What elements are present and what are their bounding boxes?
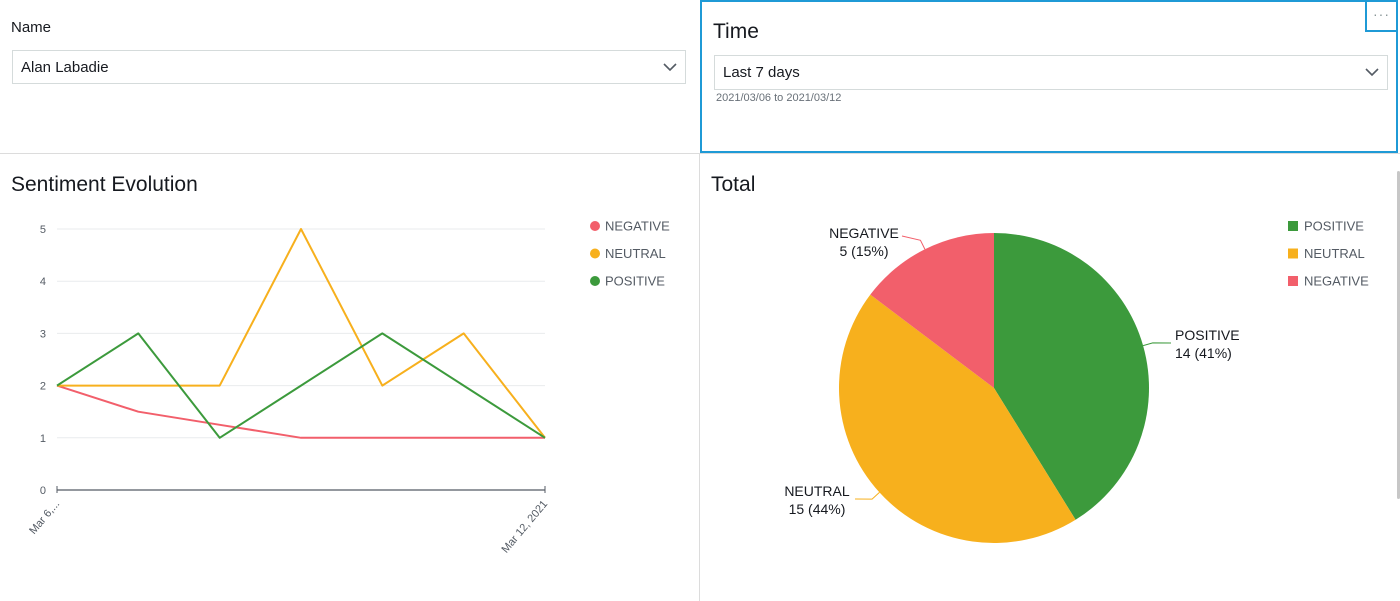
- leader-line-negative: [901, 235, 926, 250]
- y-tick-label: 2: [40, 381, 46, 393]
- legend-marker-neutral: [1288, 248, 1298, 259]
- total-panel: Total POSITIVE 14 (41%) NEUTRAL 15 (44%) NEG…: [700, 154, 1400, 601]
- time-filter-panel[interactable]: Time ··· Last 7 days 2021/03/06 to 2021/…: [700, 0, 1398, 153]
- y-tick-label: 3: [40, 328, 46, 340]
- slice-value-neutral: 15 (44%): [789, 501, 846, 517]
- leader-line-neutral: [854, 492, 880, 500]
- legend-marker-neutral: [590, 248, 600, 259]
- legend-marker-positive: [590, 276, 600, 286]
- time-title: Time: [713, 20, 759, 43]
- divider: [0, 153, 1400, 154]
- name-select[interactable]: Alan Labadie: [12, 50, 686, 84]
- legend-label-neutral: NEUTRAL: [1304, 246, 1365, 261]
- name-label: Name: [11, 19, 52, 36]
- y-tick-label: 4: [40, 276, 46, 288]
- slice-value-negative: 5 (15%): [839, 243, 888, 259]
- x-tick-label: Mar 12, 2021: [499, 498, 550, 555]
- series-line-negative: [56, 384, 545, 439]
- x-tick-label: Mar 6,...: [27, 498, 62, 537]
- leader-line-positive: [1142, 342, 1172, 347]
- legend-marker-negative: [1288, 276, 1298, 286]
- total-pie-chart: POSITIVE 14 (41%) NEUTRAL 15 (44%) NEGATIVE 5…: [784, 219, 1369, 543]
- time-select[interactable]: Last 7 days: [714, 55, 1388, 90]
- y-tick-label: 0: [40, 485, 46, 497]
- series-line-positive: [56, 332, 546, 439]
- date-range-text: 2021/03/06 to 2021/03/12: [716, 92, 842, 104]
- legend-marker-positive: [1288, 221, 1298, 231]
- sentiment-evolution-panel: Sentiment Evolution 0 1 2 3 4 5 Mar 6,... Mar 1…: [0, 154, 699, 601]
- legend-marker-negative: [590, 221, 600, 231]
- slice-label-positive: POSITIVE: [1175, 327, 1240, 343]
- sentiment-evolution-title: Sentiment Evolution: [11, 173, 198, 196]
- y-tick-label: 1: [40, 433, 46, 445]
- slice-value-positive: 14 (41%): [1175, 345, 1232, 361]
- divider: [699, 153, 700, 601]
- series-line-neutral: [57, 228, 546, 439]
- slice-label-negative: NEGATIVE: [829, 225, 899, 241]
- more-options-menu-button[interactable]: ···: [1365, 0, 1398, 32]
- legend-label-negative: NEGATIVE: [1304, 274, 1369, 289]
- chevron-down-icon: [1365, 68, 1379, 77]
- slice-label-neutral: NEUTRAL: [784, 483, 850, 499]
- total-title: Total: [711, 173, 756, 196]
- name-filter-panel: Name Alan Labadie: [0, 0, 699, 153]
- name-select-value: Alan Labadie: [21, 59, 109, 76]
- legend-label-positive: POSITIVE: [1304, 219, 1364, 234]
- sentiment-line-chart: 0 1 2 3 4 5 Mar 6,... Mar 12, 2021 NEGATIVE NEUTR…: [27, 219, 670, 556]
- legend-label-negative: NEGATIVE: [605, 219, 670, 234]
- chevron-down-icon: [663, 63, 677, 72]
- pie-slice-neutral: [839, 294, 1076, 543]
- pie-slice-negative: [870, 233, 994, 388]
- legend-label-neutral: NEUTRAL: [605, 246, 666, 261]
- y-tick-label: 5: [40, 224, 46, 236]
- scrollbar[interactable]: [1397, 171, 1400, 499]
- time-select-value: Last 7 days: [723, 64, 800, 81]
- legend-label-positive: POSITIVE: [605, 274, 665, 289]
- pie-slice-positive: [994, 233, 1149, 520]
